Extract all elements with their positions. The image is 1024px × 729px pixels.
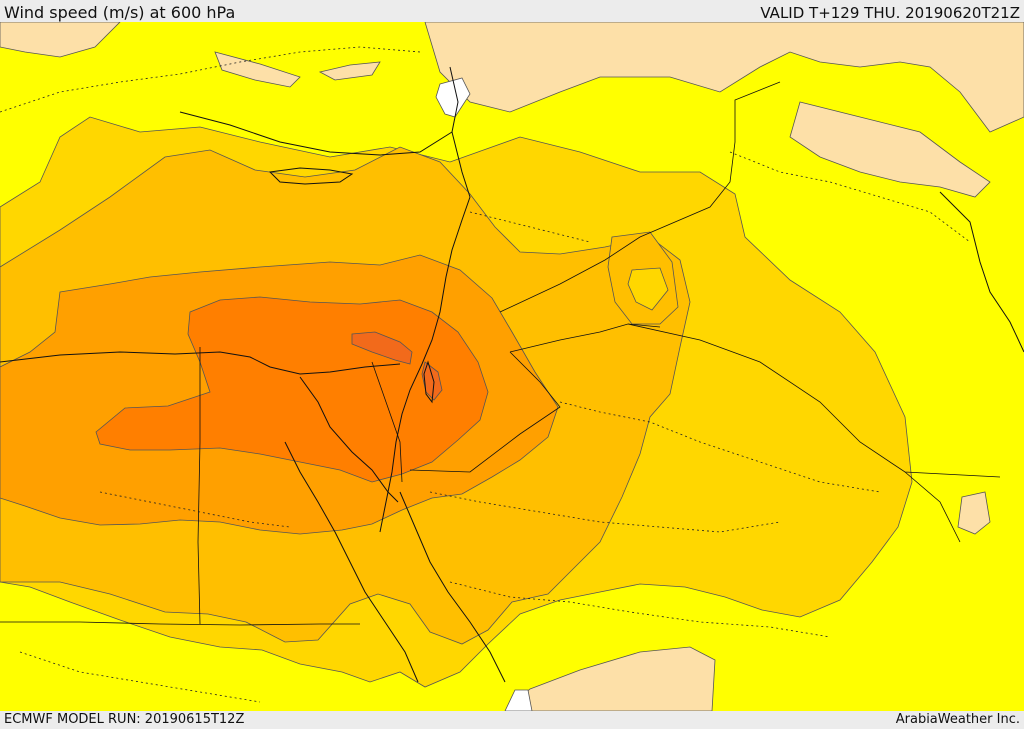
patch-iraq [789, 101, 991, 198]
patch-gulf [957, 491, 991, 535]
coast-turkey-south [179, 111, 453, 156]
model-run: ECMWF MODEL RUN: 20190615T12Z [4, 712, 245, 727]
contour-30-35-south [421, 361, 443, 401]
coast-dead-sea [423, 360, 435, 404]
map-title: Wind speed (m/s) at 600 hPa [4, 3, 236, 22]
footer-bar [0, 711, 1024, 729]
credit: ArabiaWeather Inc. [895, 712, 1020, 727]
country-borders [0, 81, 1001, 626]
coast-levant [379, 66, 471, 533]
coast-gulf [939, 191, 1024, 353]
dotted-saudi-c [429, 491, 781, 533]
border-jordan-iraq [509, 323, 661, 353]
coast-redsea-w [284, 441, 419, 683]
patch-anatolia-w [214, 51, 301, 88]
dotted-egypt [99, 491, 291, 528]
header-bar [0, 0, 1024, 22]
province-borders [0, 46, 971, 703]
contour-10-15-hole [627, 267, 669, 311]
contour-0-5 [0, 22, 1024, 711]
valid-time: VALID T+129 THU. 20190620T21Z [760, 4, 1020, 22]
coast-egypt [0, 351, 401, 375]
coastlines [0, 66, 1024, 683]
wind-speed-map [0, 22, 1024, 711]
border-egypt-libya [197, 347, 201, 625]
coast-sinai [299, 376, 399, 503]
dotted-egypt-s [19, 651, 261, 703]
border-jordan-saudi [409, 351, 561, 473]
patch-anatolia-c [318, 61, 381, 81]
border-saudi-yemen [904, 471, 961, 543]
dotted-syria [469, 211, 591, 243]
dotted-saudi-s [449, 581, 831, 638]
coast-redsea-e [399, 491, 506, 683]
dotted-iraq [729, 151, 971, 243]
dotted-turkey [0, 46, 421, 113]
contour-30-35 [351, 331, 413, 365]
border-sinai [371, 361, 403, 483]
border-syria-iraq [499, 81, 781, 313]
coast-cyprus [268, 167, 354, 185]
border-egypt-sudan [0, 621, 360, 626]
dotted-saudi-n [559, 401, 881, 493]
patch-north-turkey [424, 22, 1024, 133]
patch-aegean [0, 22, 121, 58]
white-patch-south [504, 689, 533, 711]
